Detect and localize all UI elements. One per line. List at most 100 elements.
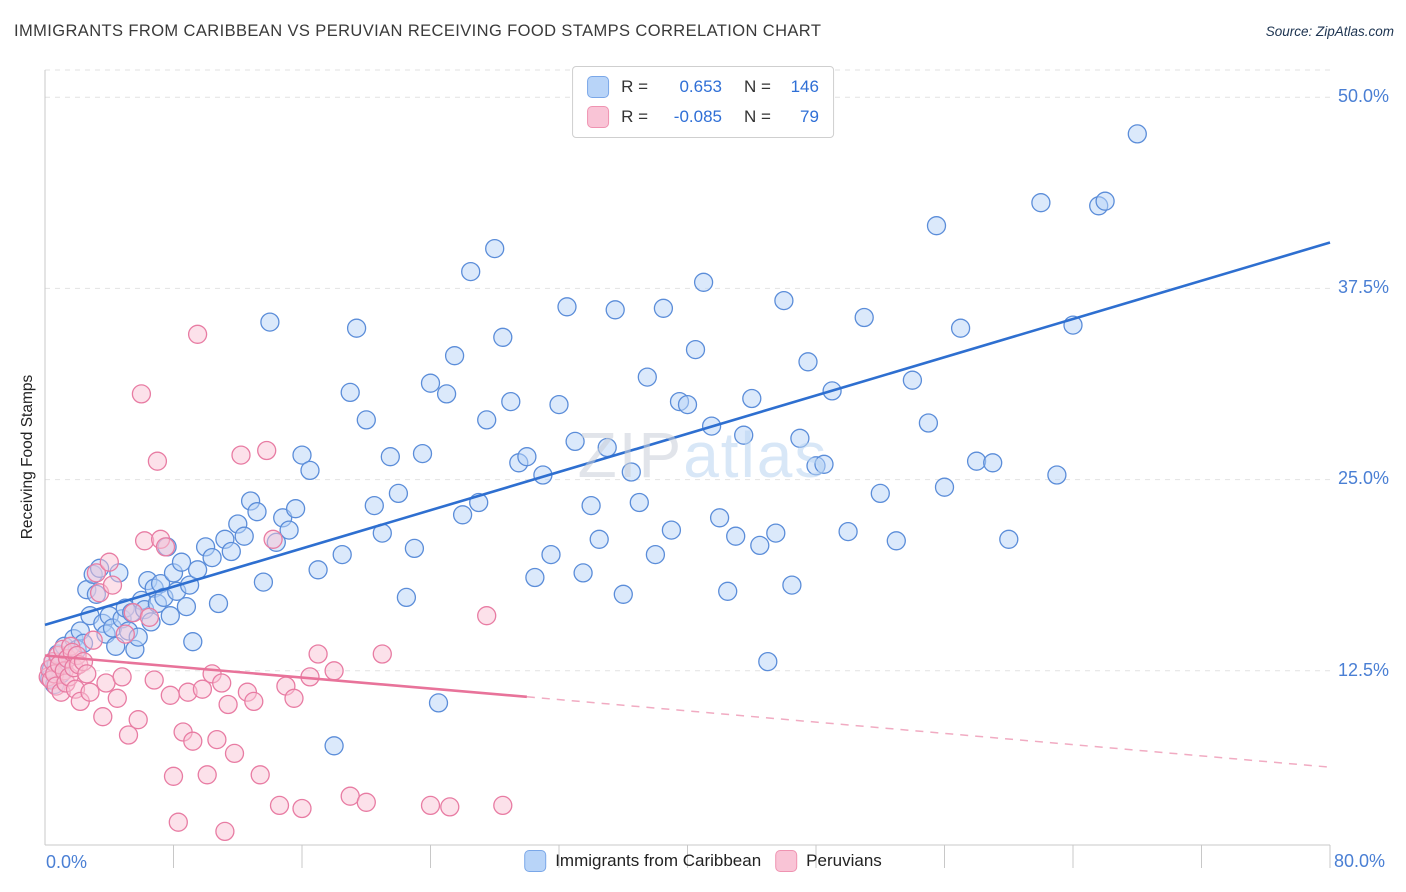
data-point-peruvian [99,552,119,572]
data-point-caribbean [854,307,874,328]
data-point-caribbean [693,272,714,292]
data-point-caribbean [436,384,457,404]
data-point-caribbean [782,575,802,595]
data-point-peruvian [308,644,328,664]
data-point-peruvian [107,688,127,708]
data-point-caribbean [501,391,521,412]
data-point-caribbean [870,483,890,504]
data-point-caribbean [934,477,955,497]
data-point-peruvian [93,707,113,727]
data-point-peruvian [134,531,155,551]
zipatlas-watermark: ZIPatlas [578,418,829,492]
data-point-caribbean [950,318,971,338]
caribbean-swatch [524,850,547,872]
data-point-caribbean [926,216,947,236]
data-point-caribbean [637,367,657,387]
data-point-caribbean [380,447,400,467]
data-point-caribbean [388,483,409,504]
data-point-caribbean [420,373,441,393]
data-point-caribbean [886,531,906,551]
n-value-caribbean: 146 [790,77,819,96]
trend-line-caribbean [44,241,1331,627]
data-point-peruvian [83,630,103,650]
data-point-peruvian [215,821,235,842]
data-point-peruvian [112,667,132,687]
data-point-caribbean [613,584,633,604]
data-point-caribbean [629,492,649,513]
data-point-peruvian [128,710,148,730]
data-point-caribbean [734,425,754,445]
r-value-peruvians: -0.085 [673,107,722,126]
data-point-peruvian [493,795,513,816]
data-point-caribbean [653,298,674,318]
x-tick-max: 80.0% [1334,851,1386,871]
n-label: N = [744,77,771,96]
data-point-caribbean [493,327,513,347]
data-point-caribbean [726,526,746,546]
data-point-caribbean [517,447,537,467]
data-point-peruvian [96,673,116,693]
data-point-caribbean [208,593,229,614]
data-point-peruvian [224,743,245,764]
data-point-peruvian [197,765,217,785]
data-point-caribbean [1095,191,1115,211]
data-point-caribbean [279,520,299,540]
data-point-caribbean [253,572,274,592]
data-point-caribbean [234,526,254,546]
data-point-caribbean [685,339,706,360]
y-axis-label: Receiving Food Stamps [19,374,36,540]
data-point-peruvian [77,664,97,684]
data-point-peruvian [440,797,460,817]
watermark-atlas: atlas [683,419,829,491]
data-point-caribbean [202,547,222,568]
data-point-peruvian [168,812,188,832]
trend-line-dashed-peruvian [526,696,1331,768]
data-point-caribbean [774,290,794,311]
y-tick-25: 25.0% [1338,468,1390,488]
data-point-peruvian [144,670,164,690]
data-point-peruvian [263,529,283,549]
data-point-caribbean [1031,193,1051,213]
legend-label-peruvians: Peruvians [806,851,882,870]
data-point-caribbean [814,454,834,474]
data-point-peruvian [160,685,180,705]
legend-item-caribbean: Immigrants from Caribbean [524,850,761,872]
data-point-caribbean [766,523,786,543]
data-point-caribbean [541,544,561,565]
data-point-peruvian [372,644,392,664]
data-point-peruvian [231,445,251,465]
data-point-peruvian [183,731,203,751]
data-point-caribbean [356,410,376,430]
data-point-caribbean [999,529,1019,549]
data-point-caribbean [396,587,417,608]
data-point-peruvian [102,575,123,595]
data-point-caribbean [187,560,208,580]
data-point-peruvian [250,765,270,785]
data-point-caribbean [300,460,320,481]
data-point-peruvian [244,691,264,712]
x-tick-min: 0.0% [46,852,88,872]
peruvian-swatch [587,106,610,128]
data-point-caribbean [573,563,593,583]
data-point-peruvian [131,384,152,404]
data-point-caribbean [661,520,682,540]
data-point-caribbean [1047,465,1067,485]
data-point-caribbean [838,521,858,542]
data-point-caribbean [247,502,267,522]
data-point-caribbean [758,651,778,672]
data-point-peruvian [123,603,143,623]
y-tick-50: 50.0% [1338,86,1390,106]
correlation-legend: R = 0.653 N = 146 R = -0.085 N = 79 [572,66,834,138]
data-point-caribbean [581,495,601,516]
data-point-caribbean [171,552,192,572]
data-point-caribbean [589,529,609,549]
data-point-caribbean [718,581,738,601]
data-point-caribbean [160,606,180,626]
data-point-caribbean [412,443,433,464]
data-point-peruvian [192,679,213,699]
caribbean-swatch [587,76,610,98]
series-legend: Immigrants from Caribbean Peruvians [524,850,882,872]
data-point-peruvian [257,440,277,461]
data-point-peruvian [212,673,232,693]
